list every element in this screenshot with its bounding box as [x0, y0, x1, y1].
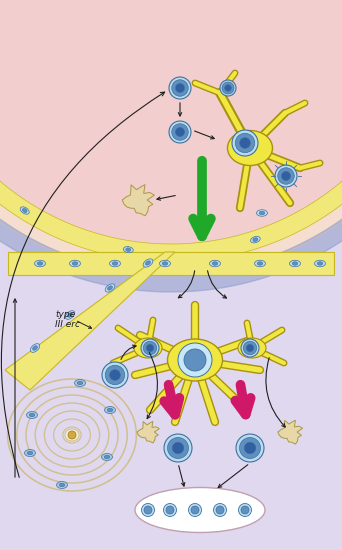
Circle shape [246, 344, 254, 351]
Ellipse shape [315, 260, 326, 267]
Ellipse shape [251, 236, 260, 243]
Circle shape [222, 82, 234, 94]
Circle shape [220, 80, 236, 96]
Ellipse shape [35, 260, 45, 267]
Ellipse shape [32, 346, 37, 350]
Ellipse shape [20, 207, 29, 214]
Circle shape [172, 80, 188, 96]
Ellipse shape [162, 262, 168, 265]
Circle shape [240, 138, 250, 148]
Ellipse shape [109, 260, 120, 267]
Circle shape [238, 503, 251, 516]
Ellipse shape [68, 313, 73, 317]
Ellipse shape [65, 429, 79, 441]
Ellipse shape [102, 454, 113, 460]
Circle shape [169, 121, 191, 143]
Circle shape [278, 168, 294, 184]
Circle shape [281, 172, 291, 180]
Ellipse shape [26, 411, 38, 419]
Polygon shape [0, 13, 342, 262]
Ellipse shape [159, 260, 171, 267]
Circle shape [243, 341, 257, 355]
Bar [8, 252, 334, 275]
Ellipse shape [257, 262, 263, 265]
Ellipse shape [30, 344, 40, 353]
Ellipse shape [292, 262, 298, 265]
Ellipse shape [253, 238, 258, 241]
Circle shape [172, 442, 184, 454]
Ellipse shape [146, 261, 150, 265]
Circle shape [68, 431, 76, 439]
Ellipse shape [256, 210, 267, 216]
Polygon shape [5, 252, 175, 390]
Circle shape [239, 437, 261, 459]
Ellipse shape [123, 246, 133, 252]
Circle shape [105, 365, 125, 385]
Ellipse shape [212, 262, 218, 265]
Circle shape [143, 341, 157, 355]
Ellipse shape [104, 455, 110, 459]
Ellipse shape [107, 286, 113, 290]
Circle shape [216, 506, 224, 514]
Circle shape [102, 362, 128, 388]
Ellipse shape [259, 211, 265, 215]
Circle shape [236, 434, 264, 462]
Ellipse shape [143, 259, 153, 267]
Circle shape [146, 344, 154, 351]
Polygon shape [0, 15, 342, 276]
Ellipse shape [112, 262, 118, 265]
Circle shape [235, 133, 255, 153]
Polygon shape [122, 185, 154, 216]
Ellipse shape [56, 481, 67, 488]
Ellipse shape [75, 379, 86, 387]
Circle shape [178, 343, 212, 377]
Ellipse shape [168, 339, 223, 381]
Ellipse shape [72, 262, 78, 265]
Ellipse shape [105, 406, 116, 414]
Ellipse shape [105, 284, 115, 292]
Ellipse shape [126, 248, 131, 251]
Circle shape [241, 339, 259, 357]
Ellipse shape [27, 451, 33, 455]
Circle shape [141, 339, 159, 357]
Circle shape [191, 506, 199, 514]
Ellipse shape [29, 413, 35, 417]
Ellipse shape [69, 260, 80, 267]
Circle shape [172, 124, 188, 140]
Ellipse shape [210, 260, 221, 267]
Ellipse shape [25, 449, 36, 456]
Ellipse shape [289, 260, 301, 267]
Circle shape [142, 503, 155, 516]
Ellipse shape [254, 260, 265, 267]
Ellipse shape [227, 130, 273, 166]
Polygon shape [0, 17, 342, 292]
Circle shape [175, 84, 185, 92]
Ellipse shape [107, 408, 113, 412]
Ellipse shape [135, 487, 265, 532]
Ellipse shape [317, 262, 323, 265]
Polygon shape [278, 420, 303, 444]
Circle shape [188, 503, 201, 516]
Text: type
III erc: type III erc [55, 310, 80, 329]
Circle shape [175, 128, 185, 136]
Circle shape [232, 130, 258, 156]
Ellipse shape [65, 311, 75, 320]
Circle shape [213, 503, 226, 516]
Ellipse shape [77, 381, 83, 385]
Circle shape [163, 503, 176, 516]
Circle shape [110, 370, 120, 381]
Circle shape [184, 349, 206, 371]
Circle shape [241, 506, 249, 514]
Circle shape [168, 437, 188, 459]
Polygon shape [137, 421, 159, 443]
Circle shape [166, 506, 174, 514]
Circle shape [244, 442, 256, 454]
Ellipse shape [59, 483, 65, 487]
Ellipse shape [37, 262, 43, 265]
Circle shape [169, 77, 191, 99]
Circle shape [144, 506, 152, 514]
Ellipse shape [23, 208, 27, 212]
Circle shape [275, 165, 297, 187]
Ellipse shape [134, 338, 162, 358]
